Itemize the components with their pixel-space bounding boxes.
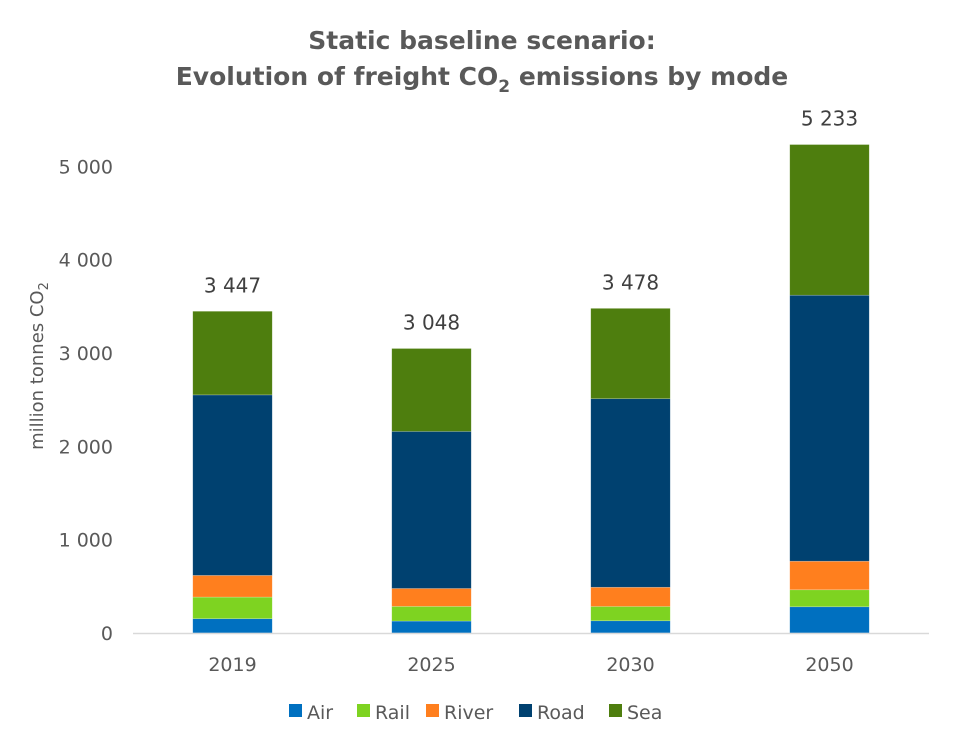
- bar-segment-air-2025: [391, 620, 472, 634]
- bar-segment-road-2050: [789, 294, 870, 562]
- y-axis-title: million tonnes CO2: [27, 282, 52, 450]
- legend-label: Road: [537, 702, 585, 724]
- x-tick-label: 2025: [407, 654, 455, 676]
- legend-label: Rail: [375, 702, 410, 724]
- bars: [192, 144, 870, 634]
- y-tick-label: 2 000: [59, 436, 113, 458]
- legend-swatch: [426, 704, 439, 717]
- x-tick-label: 2030: [606, 654, 654, 676]
- bar-stack-2050: [789, 144, 870, 634]
- bar-segment-road-2019: [192, 394, 273, 576]
- x-tick-label: 2019: [208, 654, 256, 676]
- bar-segment-road-2025: [391, 431, 472, 589]
- bar-segment-air-2050: [789, 606, 870, 634]
- title-line-1: Static baseline scenario:: [308, 26, 655, 55]
- legend-item-sea: Sea: [609, 702, 662, 724]
- bar-segment-road-2030: [590, 398, 671, 588]
- title-line-2: Evolution of freight CO2 emissions by mo…: [176, 62, 789, 97]
- total-labels: 3 447 3 048 3 478 5 233: [204, 107, 858, 335]
- bar-segment-air-2030: [590, 620, 671, 634]
- total-label: 3 478: [602, 270, 659, 294]
- bar-segment-river-2050: [789, 560, 870, 591]
- bar-stack-2019: [192, 310, 273, 634]
- y-axis-ticks: 0 1 000 2 000 3 000 4 000 5 000: [59, 156, 113, 645]
- legend: Air Rail River Road Sea: [289, 702, 662, 724]
- total-label: 3 447: [204, 273, 261, 297]
- y-tick-label: 1 000: [59, 530, 113, 552]
- bar-segment-sea-2025: [391, 348, 472, 432]
- chart-title: Static baseline scenario: Evolution of f…: [176, 26, 789, 97]
- legend-label: Sea: [627, 702, 662, 724]
- title-line-2-post: emissions by mode: [510, 62, 788, 91]
- bar-segment-rail-2050: [789, 589, 870, 608]
- legend-item-rail: Rail: [357, 702, 410, 724]
- bar-segment-river-2019: [192, 575, 273, 598]
- legend-item-air: Air: [289, 702, 333, 724]
- bar-segment-river-2030: [590, 586, 671, 607]
- x-axis-ticks: 2019 2025 2030 2050: [208, 654, 853, 676]
- bar-segment-rail-2025: [391, 606, 472, 622]
- legend-label: Air: [307, 702, 333, 724]
- y-tick-label: 3 000: [59, 343, 113, 365]
- bar-segment-rail-2030: [590, 606, 671, 622]
- y-tick-label: 4 000: [59, 250, 113, 272]
- legend-swatch: [519, 704, 532, 717]
- legend-swatch: [289, 704, 302, 717]
- y-axis-label: million tonnes CO2: [27, 282, 52, 450]
- legend-swatch: [357, 704, 370, 717]
- bar-segment-sea-2030: [590, 308, 671, 400]
- legend-item-road: Road: [519, 702, 585, 724]
- bar-stack-2030: [590, 308, 671, 634]
- total-label: 3 048: [403, 310, 460, 334]
- bar-stack-2025: [391, 348, 472, 634]
- y-tick-label: 0: [101, 623, 113, 645]
- legend-item-river: River: [426, 702, 493, 724]
- bar-segment-air-2019: [192, 618, 273, 634]
- y-axis-title-pre: million tonnes CO: [27, 290, 48, 449]
- bar-segment-river-2025: [391, 588, 472, 607]
- bar-segment-sea-2019: [192, 310, 273, 396]
- y-axis-title-subscript: 2: [37, 282, 52, 290]
- legend-swatch: [609, 704, 622, 717]
- y-tick-label: 5 000: [59, 156, 113, 178]
- bar-segment-sea-2050: [789, 144, 870, 296]
- title-line-2-subscript: 2: [498, 77, 510, 97]
- legend-label: River: [444, 702, 493, 724]
- total-label: 5 233: [801, 107, 858, 131]
- x-tick-label: 2050: [805, 654, 853, 676]
- title-line-2-pre: Evolution of freight CO: [176, 62, 499, 91]
- bar-segment-rail-2019: [192, 596, 273, 620]
